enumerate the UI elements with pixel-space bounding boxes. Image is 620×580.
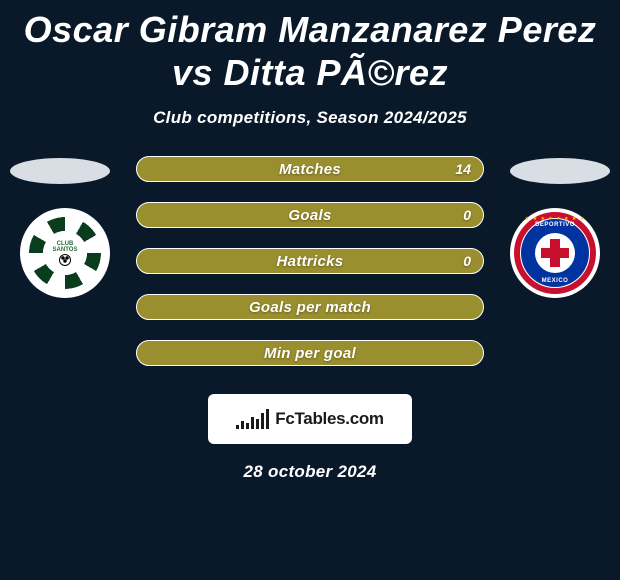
- stat-row: Goals 0: [136, 202, 484, 228]
- club-badge-left: CLUB SANTOS: [20, 208, 110, 298]
- cruz-text-top: DEPORTIVO: [535, 222, 575, 228]
- cruz-cross-icon: [535, 233, 575, 273]
- bars-icon: [236, 409, 269, 429]
- soccer-ball-icon: [59, 254, 71, 266]
- stat-value: 14: [455, 161, 471, 177]
- santos-text-mid: SANTOS: [53, 247, 78, 253]
- stat-row: Min per goal: [136, 340, 484, 366]
- cruz-azul-badge-icon: ★ ★ ★ ★ ★ ★ ★ ★ DEPORTIVO MEXICO: [514, 212, 596, 294]
- stat-value: 0: [463, 253, 471, 269]
- club-badge-right: ★ ★ ★ ★ ★ ★ ★ ★ DEPORTIVO MEXICO: [510, 208, 600, 298]
- page-title: Oscar Gibram Manzanarez Perez vs Ditta P…: [0, 0, 620, 94]
- brand-name: FcTables.com: [275, 409, 384, 429]
- stat-label: Hattricks: [277, 253, 344, 270]
- comparison-content: CLUB SANTOS ★ ★ ★ ★ ★ ★ ★ ★ DEPORTIVO ME…: [0, 156, 620, 482]
- player-photo-left-placeholder: [10, 158, 110, 184]
- subtitle: Club competitions, Season 2024/2025: [0, 108, 620, 128]
- stat-row: Matches 14: [136, 156, 484, 182]
- cruz-text-bottom: MEXICO: [542, 278, 569, 284]
- santos-badge-icon: CLUB SANTOS: [29, 217, 101, 289]
- brand-logo-box: FcTables.com: [208, 394, 412, 444]
- stat-row: Goals per match: [136, 294, 484, 320]
- date-label: 28 october 2024: [0, 462, 620, 482]
- stats-pill-list: Matches 14 Goals 0 Hattricks 0 Goals per…: [136, 156, 484, 366]
- stat-value: 0: [463, 207, 471, 223]
- stat-label: Min per goal: [264, 345, 356, 362]
- stat-label: Matches: [279, 161, 341, 178]
- stat-row: Hattricks 0: [136, 248, 484, 274]
- stat-label: Goals per match: [249, 299, 371, 316]
- stat-label: Goals: [288, 207, 331, 224]
- player-photo-right-placeholder: [510, 158, 610, 184]
